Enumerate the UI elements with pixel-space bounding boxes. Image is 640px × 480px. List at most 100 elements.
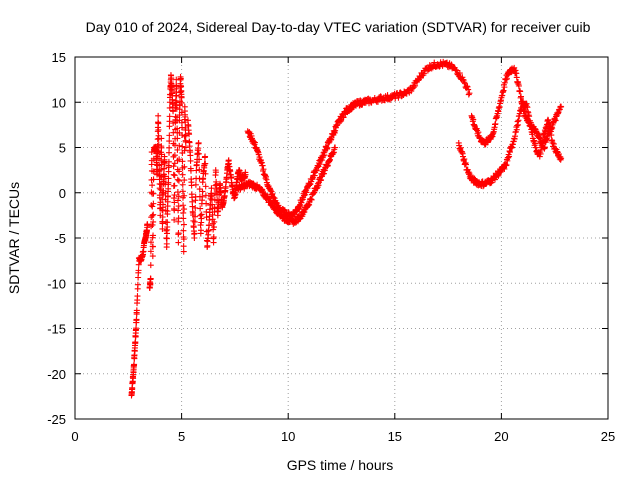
data-point	[195, 139, 202, 146]
x-axis-label: GPS time / hours	[287, 457, 394, 473]
data-point	[166, 113, 173, 120]
data-point	[173, 92, 180, 99]
data-point	[242, 171, 249, 178]
data-point	[171, 216, 178, 223]
data-point	[159, 214, 166, 221]
data-point	[179, 143, 186, 150]
data-point	[390, 91, 397, 98]
data-point	[161, 160, 168, 167]
data-point	[132, 339, 139, 346]
y-tick-label: -10	[47, 276, 66, 291]
data-point	[303, 189, 310, 196]
data-point	[318, 176, 325, 183]
data-point	[181, 192, 188, 199]
data-point	[131, 361, 138, 368]
data-point	[133, 316, 140, 323]
data-point	[182, 113, 189, 120]
data-point	[218, 189, 225, 196]
data-point	[161, 165, 168, 172]
data-point	[259, 162, 266, 169]
data-point	[176, 142, 183, 149]
data-point	[211, 224, 218, 231]
data-point	[409, 85, 416, 92]
data-point	[150, 218, 157, 225]
data-point	[503, 162, 510, 169]
data-point	[149, 203, 156, 210]
data-point	[166, 123, 173, 130]
data-point	[155, 112, 162, 119]
data-point	[191, 230, 198, 237]
data-point	[180, 248, 187, 255]
data-point	[170, 108, 177, 115]
data-point	[179, 158, 186, 165]
data-point	[212, 169, 219, 176]
data-point	[203, 214, 210, 221]
data-point	[192, 204, 199, 211]
data-point	[332, 144, 339, 151]
data-point	[515, 82, 522, 89]
data-point	[526, 113, 533, 120]
data-point	[149, 182, 156, 189]
data-point	[129, 385, 136, 392]
data-point	[202, 153, 209, 160]
data-point	[180, 221, 187, 228]
data-point	[159, 225, 166, 232]
data-point	[374, 98, 381, 105]
data-point	[166, 104, 173, 111]
data-point	[171, 152, 178, 159]
data-point	[148, 223, 155, 230]
data-point	[165, 175, 172, 182]
data-point	[133, 307, 140, 314]
data-point	[181, 206, 188, 213]
data-point	[180, 227, 187, 234]
data-point	[465, 91, 472, 98]
data-point	[208, 185, 215, 192]
data-point	[186, 131, 193, 138]
data-point	[464, 83, 471, 90]
data-point	[175, 193, 182, 200]
data-point	[395, 94, 402, 101]
data-point	[182, 144, 189, 151]
data-point	[197, 212, 204, 219]
y-tick-label: -20	[47, 367, 66, 382]
data-point	[170, 163, 177, 170]
data-point	[197, 222, 204, 229]
data-point	[518, 93, 525, 100]
data-point	[206, 222, 213, 229]
data-point	[211, 204, 218, 211]
data-point	[166, 132, 173, 139]
data-point	[171, 191, 178, 198]
data-point	[180, 236, 187, 243]
data-point	[187, 157, 194, 164]
data-point	[550, 140, 557, 147]
data-point	[134, 281, 141, 288]
data-point	[202, 160, 209, 167]
y-tick-label: -5	[54, 231, 66, 246]
data-point	[174, 135, 181, 142]
data-point	[149, 243, 156, 250]
data-point	[558, 155, 565, 162]
data-point	[179, 171, 186, 178]
data-point	[155, 120, 162, 127]
data-point	[412, 82, 419, 89]
data-point	[150, 211, 157, 218]
data-point	[492, 120, 499, 127]
data-point	[210, 239, 217, 246]
y-tick-label: 5	[59, 141, 66, 156]
data-point	[147, 248, 154, 255]
data-point	[180, 209, 187, 216]
data-point	[500, 87, 507, 94]
data-point	[163, 227, 170, 234]
x-tick-label: 25	[601, 429, 615, 444]
data-point	[150, 190, 157, 197]
data-point	[160, 201, 167, 208]
data-point	[149, 253, 156, 260]
data-point	[280, 206, 287, 213]
data-point	[198, 227, 205, 234]
y-axis-label: SDTVAR / TECUs	[6, 182, 22, 294]
data-point	[164, 219, 171, 226]
data-point	[403, 90, 410, 97]
data-point	[148, 239, 155, 246]
